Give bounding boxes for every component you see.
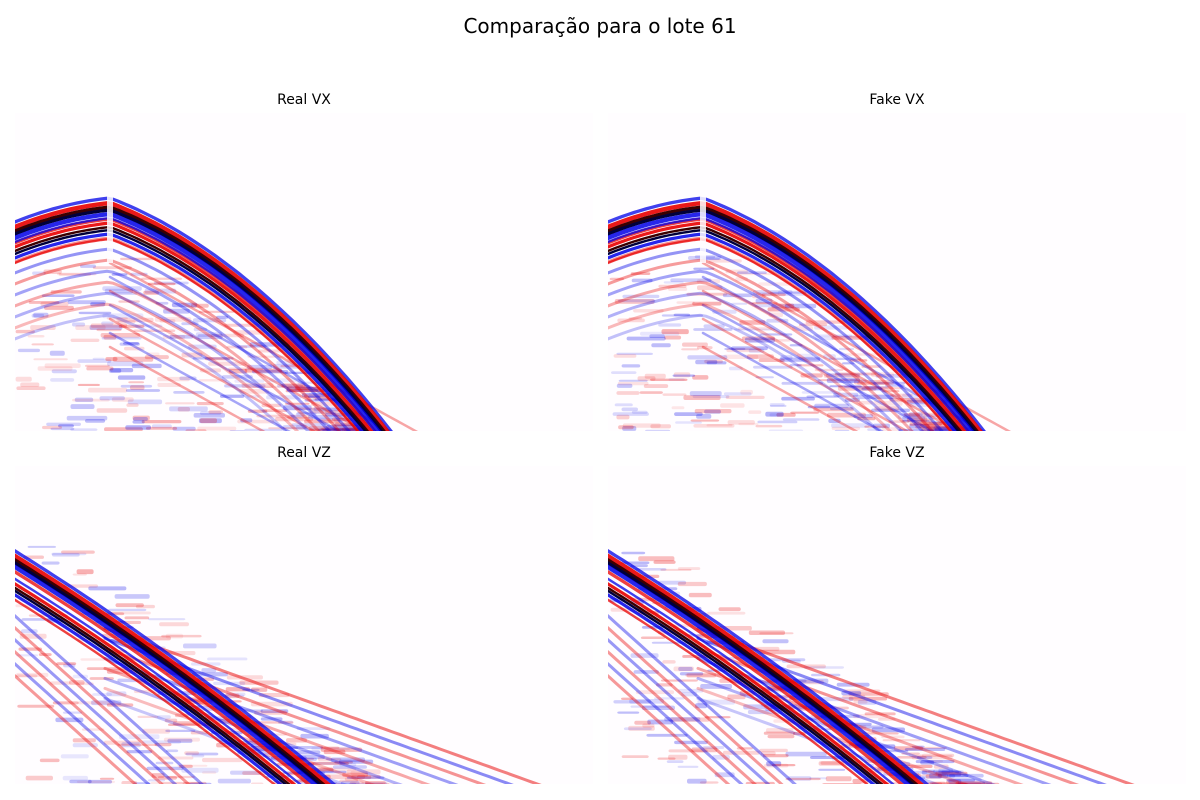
seismic-image-fake-vx (608, 113, 1186, 431)
seismic-image-fake-vz (608, 466, 1186, 784)
panel-title-real-vz: Real VZ (277, 445, 331, 461)
seismic-plot-fake-vz (608, 466, 1186, 784)
panel-title-fake-vz: Fake VZ (869, 445, 925, 461)
seismic-plot-fake-vx (608, 113, 1186, 431)
panel-title-fake-vx: Fake VX (869, 92, 925, 108)
seismic-plot-real-vz (15, 466, 593, 784)
figure-suptitle: Comparação para o lote 61 (463, 14, 737, 38)
seismic-plot-real-vx (15, 113, 593, 431)
panel-title-real-vx: Real VX (277, 92, 331, 108)
seismic-image-real-vx (15, 113, 593, 431)
seismic-image-real-vz (15, 466, 593, 784)
